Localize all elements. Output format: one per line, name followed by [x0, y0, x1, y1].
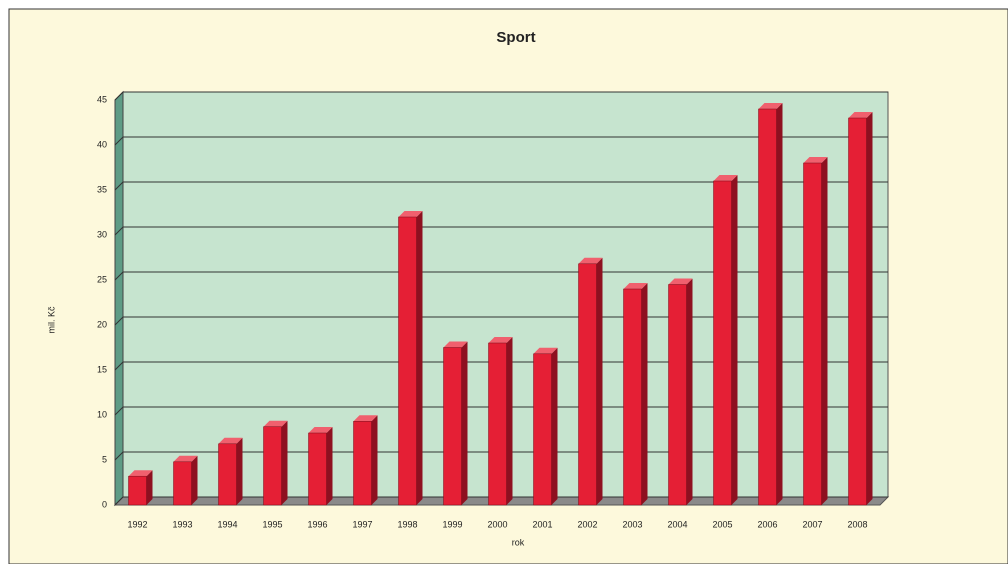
x-tick-label: 2006 — [757, 519, 777, 529]
x-tick-label: 2007 — [802, 519, 822, 529]
bar — [443, 347, 462, 506]
bar — [623, 288, 642, 506]
bar — [803, 162, 822, 506]
bar-side — [596, 257, 603, 505]
x-tick-label: 2004 — [667, 519, 687, 529]
bar-side — [461, 341, 468, 505]
bar-top — [758, 103, 783, 109]
grid-line-side — [114, 136, 124, 146]
x-tick-label: 2001 — [532, 519, 552, 529]
bar-side — [641, 283, 648, 505]
y-tick-label: 30 — [97, 229, 107, 239]
x-tick-label: 2003 — [622, 519, 642, 529]
y-tick-label: 0 — [102, 499, 107, 509]
grid-line-side — [114, 361, 124, 371]
grid-line-side — [114, 406, 124, 416]
grid-line-side — [114, 496, 124, 506]
bar — [128, 475, 147, 506]
y-tick-label: 5 — [102, 454, 107, 464]
bar-top — [488, 337, 513, 343]
bar — [488, 342, 507, 506]
side-wall — [114, 90, 124, 507]
x-tick-label: 1998 — [397, 519, 417, 529]
bar-top — [623, 283, 648, 289]
bar-side — [191, 455, 198, 505]
bar-side — [326, 427, 333, 505]
grid-line-side — [114, 316, 124, 326]
bar-side — [686, 278, 693, 505]
bar — [398, 216, 417, 506]
grid-line-side — [114, 226, 124, 236]
bar — [173, 461, 192, 506]
bar-top — [173, 455, 198, 462]
bar-side — [416, 211, 423, 505]
bar-top — [578, 257, 603, 264]
bar-side — [866, 112, 873, 505]
x-tick-label: 2000 — [487, 519, 507, 529]
x-tick-label: 2008 — [847, 519, 867, 529]
bar-side — [551, 347, 558, 505]
bar-top — [308, 427, 333, 433]
bar-side — [506, 337, 513, 505]
y-tick-label: 40 — [97, 139, 107, 149]
bar-side — [821, 157, 828, 505]
bar-side — [236, 437, 243, 505]
bar-top — [218, 437, 243, 444]
grid-line-side — [114, 451, 124, 461]
y-axis-label: mil. Kč — [46, 306, 56, 334]
bar-top — [128, 470, 153, 477]
y-tick-label: 25 — [97, 274, 107, 284]
x-tick-label: 2002 — [577, 519, 597, 529]
bar — [533, 353, 552, 506]
y-tick-label: 20 — [97, 319, 107, 329]
bar — [713, 180, 732, 506]
bar — [308, 432, 327, 506]
grid-line-side — [114, 271, 124, 281]
bar-side — [731, 175, 738, 505]
x-tick-label: 1996 — [307, 519, 327, 529]
bar-top — [533, 347, 558, 354]
bar-side — [371, 415, 378, 505]
bar — [353, 421, 372, 506]
bar — [668, 284, 687, 506]
x-tick-label: 1997 — [352, 519, 372, 529]
bar-top — [713, 175, 738, 181]
x-tick-label: 1994 — [217, 519, 237, 529]
bar-top — [353, 415, 378, 422]
x-tick-label: 1995 — [262, 519, 282, 529]
x-axis-label: rok — [512, 537, 525, 547]
bar-top — [668, 278, 693, 285]
bar — [848, 117, 867, 506]
x-tick-label: 1992 — [127, 519, 147, 529]
bar-top — [398, 211, 423, 217]
bar-top — [848, 112, 873, 118]
y-tick-label: 45 — [97, 94, 107, 104]
y-tick-label: 15 — [97, 364, 107, 374]
bar — [263, 426, 282, 506]
bar — [578, 263, 597, 506]
bar-top — [263, 420, 288, 427]
bar-top — [443, 341, 468, 348]
bar-side — [281, 420, 288, 505]
x-tick-label: 2005 — [712, 519, 732, 529]
bar-top — [803, 157, 828, 163]
bar — [758, 108, 777, 506]
grid-line-side — [114, 181, 124, 191]
x-tick-label: 1993 — [172, 519, 192, 529]
grid-line-side — [114, 91, 124, 101]
y-tick-label: 10 — [97, 409, 107, 419]
bar-side — [776, 103, 783, 505]
bar-side — [146, 470, 153, 505]
y-tick-label: 35 — [97, 184, 107, 194]
chart-title: Sport — [496, 29, 535, 46]
bar — [218, 443, 237, 506]
plot-area: 0 5 10 15 20 25 30 35 40 45 1992 1993 1994 1995 1996 19… — [97, 90, 890, 529]
x-tick-label: 1999 — [442, 519, 462, 529]
